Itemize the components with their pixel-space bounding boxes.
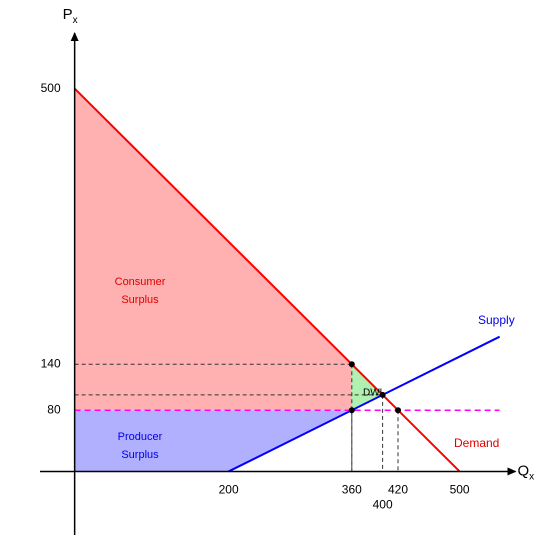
point — [395, 407, 402, 414]
x-axis-label-sub: x — [529, 471, 534, 482]
x-tick-label: 400 — [373, 498, 393, 512]
area-label: Consumer — [115, 276, 166, 288]
series-label: Demand — [454, 436, 499, 450]
x-axis-label: Qx — [518, 462, 535, 482]
area-label: DWL — [363, 388, 386, 399]
x-axis-label-main: Q — [518, 462, 530, 479]
y-axis-label-sub: x — [73, 15, 78, 26]
x-tick-label: 420 — [388, 483, 408, 497]
x-tick-label: 360 — [342, 483, 362, 497]
curve — [228, 335, 501, 473]
surplus-area — [74, 88, 352, 411]
series-label: Supply — [478, 313, 515, 327]
y-tick-label: 140 — [41, 356, 61, 370]
surplus-area — [351, 364, 383, 411]
x-tick-label: 500 — [450, 483, 470, 497]
area-label: Surplus — [121, 449, 159, 461]
area-label: Producer — [118, 431, 163, 443]
point — [348, 361, 355, 368]
y-tick-label: 80 — [47, 402, 61, 416]
area-label: Surplus — [121, 294, 159, 306]
y-axis-label: Px — [63, 6, 78, 26]
curve — [73, 87, 461, 473]
point — [379, 391, 386, 398]
y-axis-label-main: P — [63, 6, 73, 23]
x-tick-label: 200 — [219, 483, 239, 497]
y-tick-label: 500 — [41, 81, 61, 95]
point — [348, 407, 355, 414]
surplus-area — [74, 410, 352, 472]
